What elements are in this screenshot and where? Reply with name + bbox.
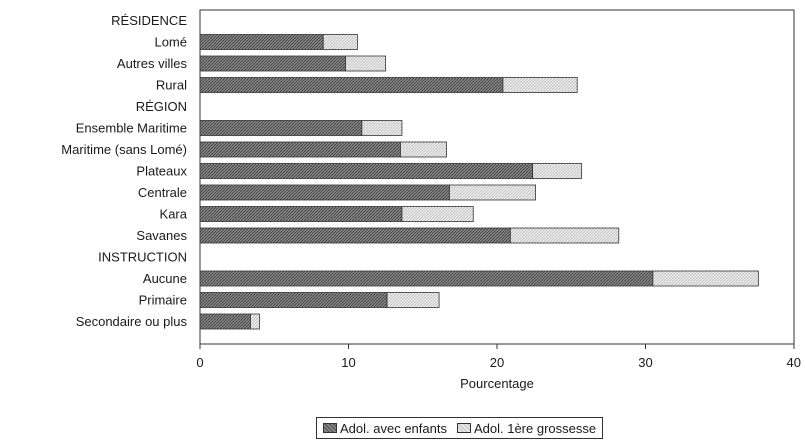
bar-kara-adol-1ere-grossesse bbox=[401, 206, 474, 222]
bar-rural-adol-avec-enfants bbox=[199, 77, 504, 93]
bar-secondaire-ou-plus-adol-1ere-grossesse bbox=[250, 313, 260, 330]
row-label-plateaux: Plateaux bbox=[136, 164, 187, 179]
bar-ensemble-maritime-adol-1ere-grossesse bbox=[361, 120, 403, 136]
x-tick-label-20: 20 bbox=[490, 355, 504, 370]
x-tick-label-10: 10 bbox=[341, 355, 355, 370]
bar-lome-adol-1ere-grossesse bbox=[322, 34, 358, 50]
bar-lome-adol-avec-enfants bbox=[199, 34, 324, 50]
bar-centrale-adol-1ere-grossesse bbox=[449, 184, 537, 201]
row-label-secondaire-ou-plus: Secondaire ou plus bbox=[76, 314, 188, 329]
section-heading-region: RÉGION bbox=[136, 99, 187, 114]
x-tick-label-30: 30 bbox=[638, 355, 652, 370]
legend-entry-premiere-grossesse: Adol. 1ère grossesse bbox=[456, 420, 597, 436]
bar-savanes-adol-avec-enfants bbox=[199, 227, 511, 244]
bar-ensemble-maritime-adol-avec-enfants bbox=[199, 120, 363, 136]
legend-swatch-dark bbox=[323, 423, 337, 433]
x-axis-label: Pourcentage bbox=[460, 376, 534, 391]
row-label-aucune: Aucune bbox=[143, 271, 187, 286]
legend-label-premiere-grossesse: Adol. 1ère grossesse bbox=[473, 420, 597, 436]
bar-savanes-adol-1ere-grossesse bbox=[509, 227, 620, 244]
bar-primaire-adol-1ere-grossesse bbox=[386, 292, 440, 308]
row-label-centrale: Centrale bbox=[138, 185, 187, 200]
bar-plateaux-adol-1ere-grossesse bbox=[532, 163, 583, 179]
bar-centrale-adol-avec-enfants bbox=[199, 184, 450, 201]
bar-aucune-adol-1ere-grossesse bbox=[652, 270, 759, 287]
section-heading-residence: RÉSIDENCE bbox=[111, 13, 187, 28]
row-label-ensemble-maritime: Ensemble Maritime bbox=[76, 121, 187, 136]
bar-kara-adol-avec-enfants bbox=[199, 206, 403, 222]
bar-autres-villes-adol-avec-enfants bbox=[199, 55, 346, 72]
row-label-primaire: Primaire bbox=[139, 293, 187, 308]
x-tick-label-40: 40 bbox=[787, 355, 801, 370]
bar-rural-adol-1ere-grossesse bbox=[502, 77, 578, 93]
x-tick-label-0: 0 bbox=[196, 355, 203, 370]
row-label-rural: Rural bbox=[156, 78, 187, 93]
row-label-maritime-sans-lome: Maritime (sans Lomé) bbox=[61, 142, 187, 157]
bar-aucune-adol-avec-enfants bbox=[199, 270, 654, 287]
section-heading-instruction: INSTRUCTION bbox=[98, 250, 187, 265]
legend: Adol. avec enfants Adol. 1ère grossesse bbox=[316, 417, 604, 439]
bar-maritime-sans-lome-adol-1ere-grossesse bbox=[400, 141, 447, 158]
bar-autres-villes-adol-1ere-grossesse bbox=[345, 55, 387, 72]
bars bbox=[199, 34, 759, 330]
legend-label-avec-enfants: Adol. avec enfants bbox=[340, 420, 447, 436]
x-axis: 0 10 20 30 40 bbox=[196, 344, 801, 370]
bar-plateaux-adol-avec-enfants bbox=[199, 163, 534, 179]
bar-primaire-adol-avec-enfants bbox=[199, 292, 388, 308]
legend-swatch-light bbox=[456, 423, 471, 433]
legend-entry-avec-enfants: Adol. avec enfants bbox=[323, 421, 447, 436]
row-label-kara: Kara bbox=[160, 207, 188, 222]
bar-secondaire-ou-plus-adol-avec-enfants bbox=[199, 313, 251, 330]
bar-maritime-sans-lome-adol-avec-enfants bbox=[199, 141, 401, 158]
row-label-autres-villes: Autres villes bbox=[117, 56, 188, 71]
row-labels: RÉSIDENCE Lomé Autres villes Rural RÉGION Ens… bbox=[61, 13, 187, 329]
row-label-lome: Lomé bbox=[154, 35, 187, 50]
row-label-savanes: Savanes bbox=[136, 228, 187, 243]
